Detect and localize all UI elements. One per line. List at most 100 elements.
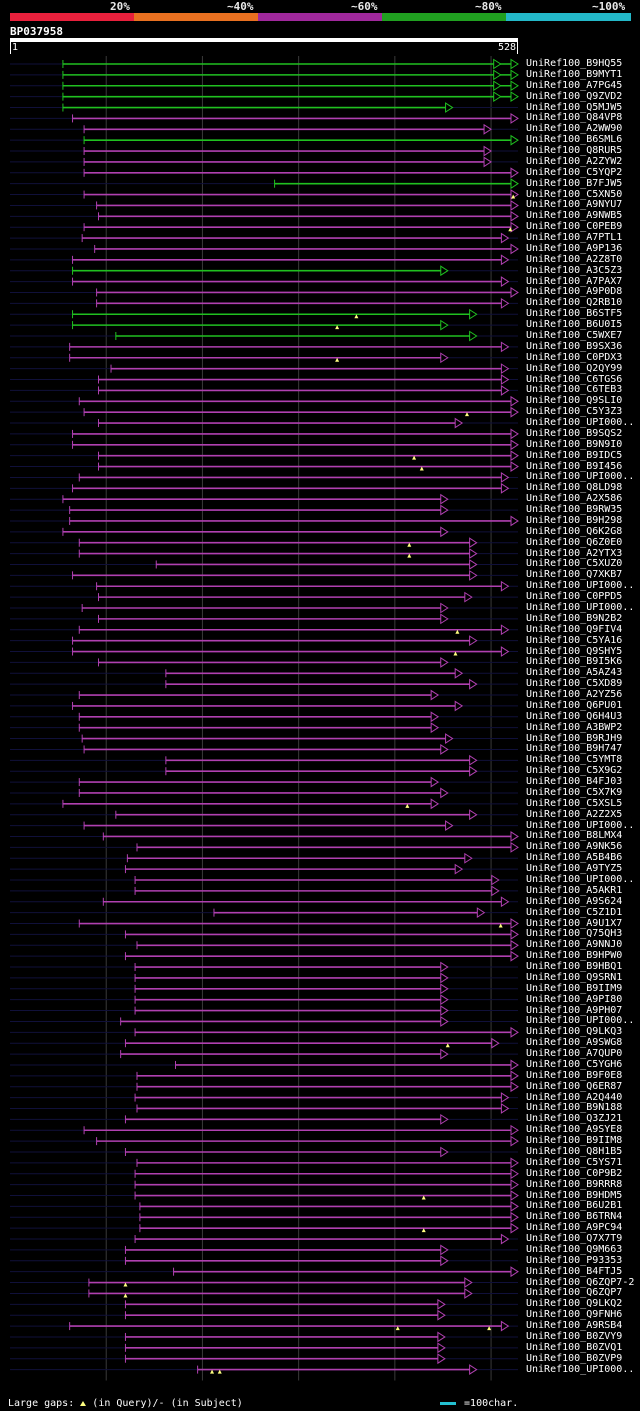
hit-label[interactable]: UniRef100_UPI000.. xyxy=(526,417,635,429)
hit-label[interactable]: UniRef100_Q6ZQP7 xyxy=(526,1287,623,1299)
hit-label[interactable]: UniRef100_Q8RUR5 xyxy=(526,145,623,157)
hit-label[interactable]: UniRef100_C5XN50 xyxy=(526,188,623,200)
hit-label[interactable]: UniRef100_Q9M663 xyxy=(526,1243,623,1255)
hit-label[interactable]: UniRef100_UPI000.. xyxy=(526,471,635,483)
hit-label[interactable]: UniRef100_Q9SLI0 xyxy=(526,395,623,407)
hit-label[interactable]: UniRef100_C5YA16 xyxy=(526,634,623,646)
hit-label[interactable]: UniRef100_B7FJW5 xyxy=(526,177,623,189)
hit-label[interactable]: UniRef100_C5YQP2 xyxy=(526,166,623,178)
hit-label[interactable]: UniRef100_A9U1X7 xyxy=(526,917,623,929)
hit-label[interactable]: UniRef100_B9N188 xyxy=(526,1102,623,1114)
hit-label[interactable]: UniRef100_A5AKR1 xyxy=(526,884,623,896)
hit-label[interactable]: UniRef100_B9IIM8 xyxy=(526,1135,623,1147)
hit-label[interactable]: UniRef100_C5XUZ0 xyxy=(526,558,623,570)
hit-label[interactable]: UniRef100_UPI000.. xyxy=(526,580,635,592)
hit-label[interactable]: UniRef100_Q84VP8 xyxy=(526,112,623,124)
hit-label[interactable]: UniRef100_B9HBQ1 xyxy=(526,961,623,973)
hit-label[interactable]: UniRef100_B6STF5 xyxy=(526,308,623,320)
hit-label[interactable]: UniRef100_A9NYU7 xyxy=(526,199,623,211)
hit-label[interactable]: UniRef100_A2YZ56 xyxy=(526,689,623,701)
hit-label[interactable]: UniRef100_A2Z2X5 xyxy=(526,808,623,820)
hit-label[interactable]: UniRef100_Q9LKQ3 xyxy=(526,1026,623,1038)
hit-label[interactable]: UniRef100_B9RRR8 xyxy=(526,1178,623,1190)
hit-label[interactable]: UniRef100_A7PTL1 xyxy=(526,232,623,244)
hit-label[interactable]: UniRef100_B0ZVQ1 xyxy=(526,1341,623,1353)
hit-label[interactable]: UniRef100_A7PAX7 xyxy=(526,275,623,287)
hit-label[interactable]: UniRef100_UPI000.. xyxy=(526,819,635,831)
hit-label[interactable]: UniRef100_Q9FIV4 xyxy=(526,623,623,635)
hit-label[interactable]: UniRef100_A7PG45 xyxy=(526,79,623,91)
hit-label[interactable]: UniRef100_B9SQS2 xyxy=(526,427,623,439)
hit-label[interactable]: UniRef100_A7QUP0 xyxy=(526,1048,623,1060)
hit-label[interactable]: UniRef100_A9NNJ0 xyxy=(526,939,623,951)
hit-label[interactable]: UniRef100_B9SX36 xyxy=(526,340,623,352)
hit-label[interactable]: UniRef100_A9PI80 xyxy=(526,993,623,1005)
hit-label[interactable]: UniRef100_C5YS71 xyxy=(526,1156,623,1168)
hit-label[interactable]: UniRef100_A2Q440 xyxy=(526,1091,623,1103)
hit-label[interactable]: UniRef100_B0ZVY9 xyxy=(526,1330,623,1342)
hit-label[interactable]: UniRef100_C5Z1D1 xyxy=(526,906,623,918)
hit-label[interactable]: UniRef100_A9SWG8 xyxy=(526,1037,623,1049)
hit-label[interactable]: UniRef100_C5YGH6 xyxy=(526,1058,623,1070)
hit-label[interactable]: UniRef100_B9RW35 xyxy=(526,504,623,516)
hit-label[interactable]: UniRef100_C0PEB9 xyxy=(526,221,623,233)
hit-label[interactable]: UniRef100_B9N9I0 xyxy=(526,438,623,450)
hit-label[interactable]: UniRef100_Q9SRN1 xyxy=(526,971,623,983)
hit-label[interactable]: UniRef100_UPI000.. xyxy=(526,1363,635,1375)
hit-label[interactable]: UniRef100_B9I456 xyxy=(526,460,623,472)
hit-label[interactable]: UniRef100_C0PDX3 xyxy=(526,351,623,363)
hit-label[interactable]: UniRef100_B9H298 xyxy=(526,514,623,526)
hit-label[interactable]: UniRef100_A9P136 xyxy=(526,242,623,254)
hit-label[interactable]: UniRef100_B8LMX4 xyxy=(526,830,623,842)
hit-label[interactable]: UniRef100_P93353 xyxy=(526,1254,623,1266)
hit-label[interactable]: UniRef100_C5YMT8 xyxy=(526,754,623,766)
hit-label[interactable]: UniRef100_C5XSL5 xyxy=(526,797,623,809)
hit-label[interactable]: UniRef100_A2YTX3 xyxy=(526,547,623,559)
hit-label[interactable]: UniRef100_B0ZVP9 xyxy=(526,1352,623,1364)
hit-label[interactable]: UniRef100_Q6ER87 xyxy=(526,1080,623,1092)
hit-label[interactable]: UniRef100_Q7X7T9 xyxy=(526,1233,623,1245)
hit-label[interactable]: UniRef100_A3C5Z3 xyxy=(526,264,623,276)
hit-label[interactable]: UniRef100_Q8LD98 xyxy=(526,482,623,494)
hit-label[interactable]: UniRef100_A9NWB5 xyxy=(526,210,623,222)
hit-label[interactable]: UniRef100_A2ZYW2 xyxy=(526,155,623,167)
hit-label[interactable]: UniRef100_Q7XKB7 xyxy=(526,569,623,581)
hit-label[interactable]: UniRef100_B6U2B1 xyxy=(526,1200,623,1212)
hit-label[interactable]: UniRef100_UPI000.. xyxy=(526,874,635,885)
hit-label[interactable]: UniRef100_Q6Z0E0 xyxy=(526,536,623,548)
hit-label[interactable]: UniRef100_B9MYT1 xyxy=(526,68,623,80)
hit-label[interactable]: UniRef100_A5B4B6 xyxy=(526,852,623,864)
hit-label[interactable]: UniRef100_Q9SHY5 xyxy=(526,645,623,657)
hit-label[interactable]: UniRef100_B9F0E8 xyxy=(526,1069,623,1081)
hit-label[interactable]: UniRef100_Q6H4U3 xyxy=(526,710,623,722)
hit-label[interactable]: UniRef100_C5WXE7 xyxy=(526,330,623,341)
hit-label[interactable]: UniRef100_B9RJH9 xyxy=(526,732,623,744)
hit-label[interactable]: UniRef100_C0P9B2 xyxy=(526,1167,623,1179)
hit-label[interactable]: UniRef100_A9PC94 xyxy=(526,1222,623,1234)
hit-label[interactable]: UniRef100_B6TRN4 xyxy=(526,1211,623,1223)
hit-label[interactable]: UniRef100_B6SML6 xyxy=(526,134,623,146)
hit-label[interactable]: UniRef100_C0PPD5 xyxy=(526,591,623,603)
hit-label[interactable]: UniRef100_Q6PU01 xyxy=(526,699,623,711)
hit-label[interactable]: UniRef100_UPI000.. xyxy=(526,602,635,613)
hit-label[interactable]: UniRef100_Q2QY99 xyxy=(526,362,623,374)
hit-label[interactable]: UniRef100_B4FTJ5 xyxy=(526,1265,623,1277)
hit-label[interactable]: UniRef100_B9IDC5 xyxy=(526,449,623,461)
hit-label[interactable]: UniRef100_B4FJ03 xyxy=(526,776,623,788)
hit-label[interactable]: UniRef100_C6TGS6 xyxy=(526,373,623,385)
hit-label[interactable]: UniRef100_Q8H1B5 xyxy=(526,1146,623,1157)
hit-label[interactable]: UniRef100_UPI000.. xyxy=(526,1015,635,1027)
hit-label[interactable]: UniRef100_A2Z8T0 xyxy=(526,253,623,265)
hit-label[interactable]: UniRef100_Q75QH3 xyxy=(526,928,623,940)
hit-label[interactable]: UniRef100_A2X586 xyxy=(526,493,623,505)
hit-label[interactable]: UniRef100_Q5MJW5 xyxy=(526,101,623,113)
hit-label[interactable]: UniRef100_Q9ZVD2 xyxy=(526,90,623,102)
hit-label[interactable]: UniRef100_A2WW90 xyxy=(526,123,623,135)
hit-label[interactable]: UniRef100_C5Y3Z3 xyxy=(526,406,623,418)
hit-label[interactable]: UniRef100_B9HQ55 xyxy=(526,58,623,69)
hit-label[interactable]: UniRef100_A9TYZ5 xyxy=(526,863,623,875)
hit-label[interactable]: UniRef100_A9P0D8 xyxy=(526,286,623,298)
hit-label[interactable]: UniRef100_B9HPW0 xyxy=(526,950,623,962)
hit-label[interactable]: UniRef100_B9N2B2 xyxy=(526,612,623,624)
hit-label[interactable]: UniRef100_B9HDM5 xyxy=(526,1189,623,1201)
